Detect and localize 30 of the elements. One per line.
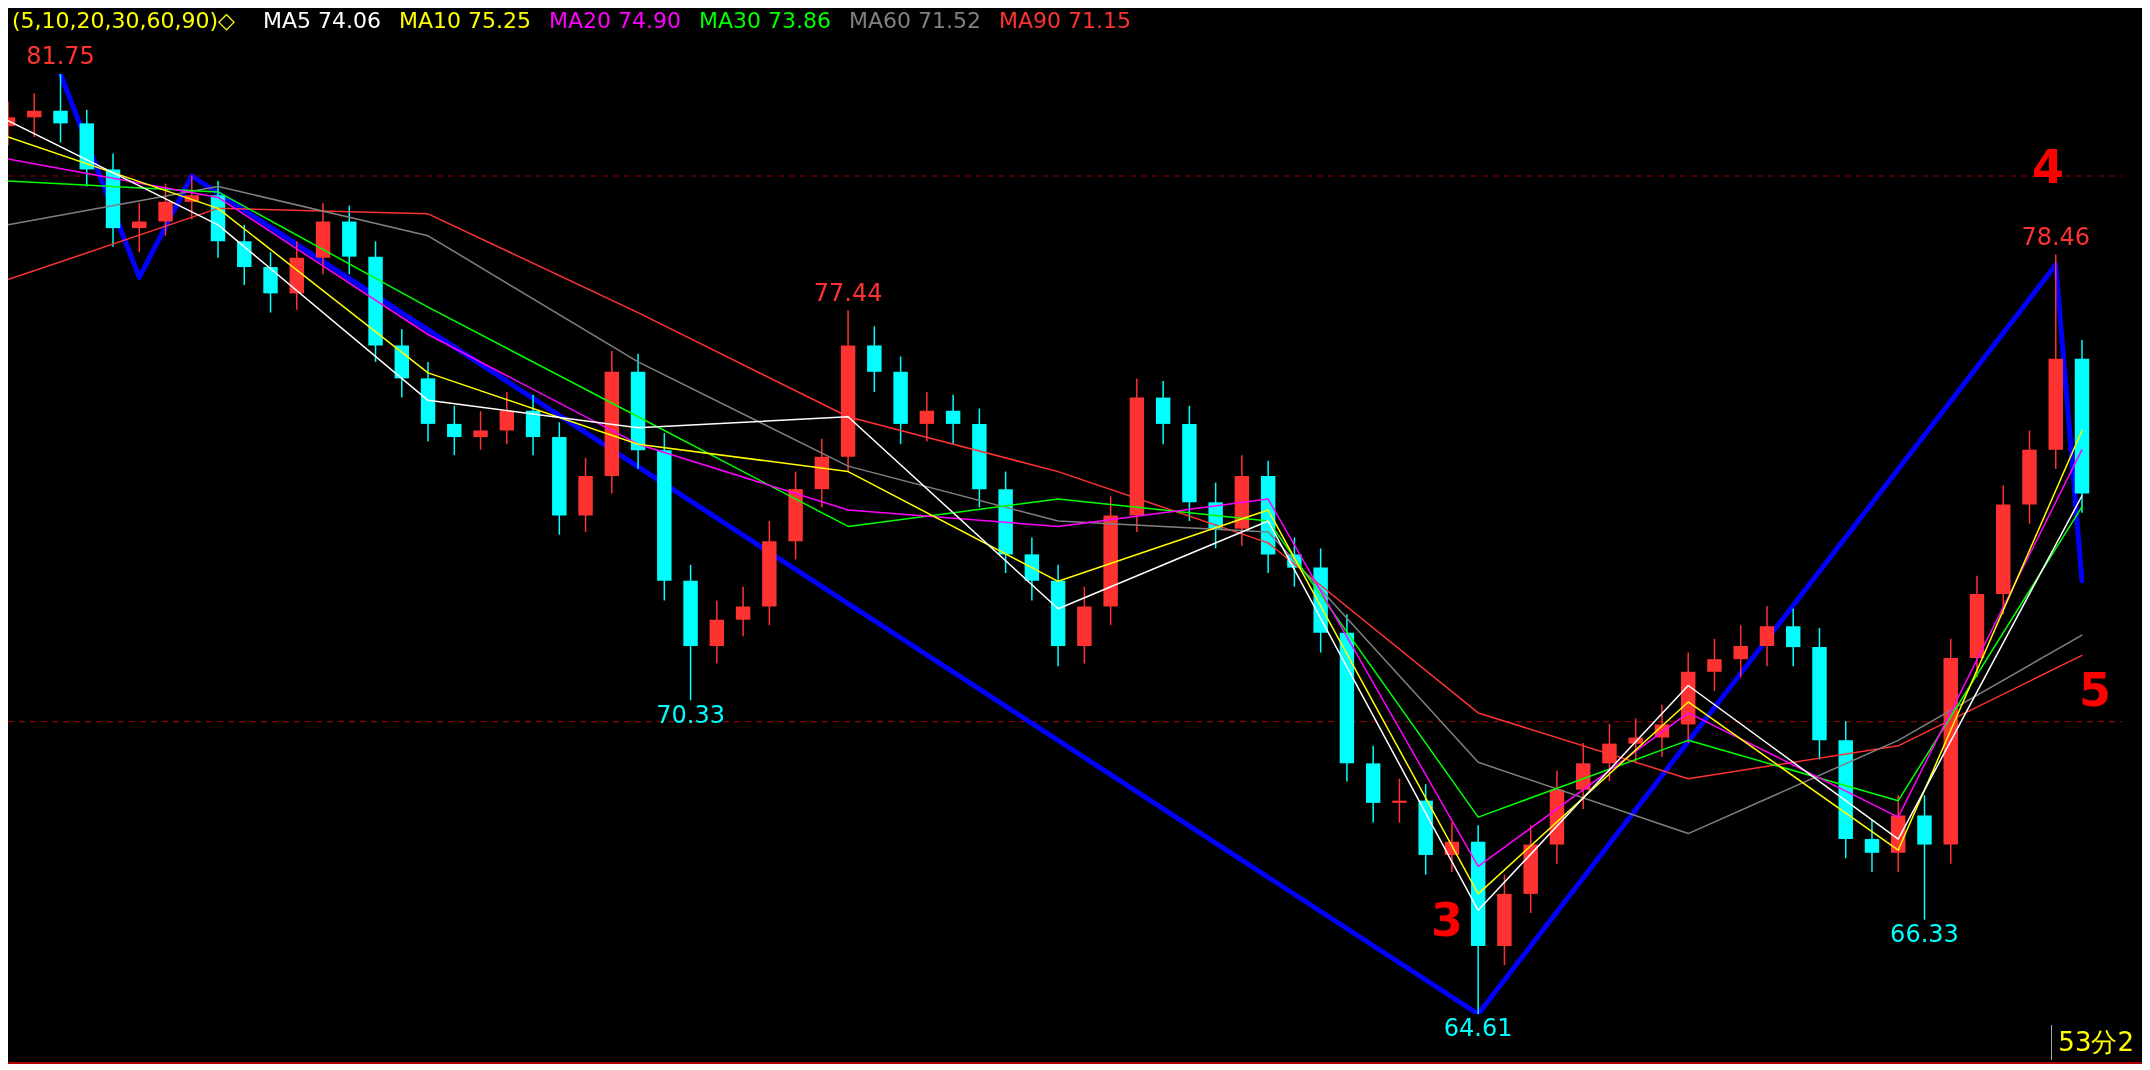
legend-title: (5,10,20,30,60,90)◇ (12, 8, 236, 33)
annotation: 77.44 (813, 278, 883, 307)
annotation: 5 (2079, 663, 2112, 717)
candlestick (1733, 624, 1748, 679)
text: MA30 73.86 (699, 8, 832, 33)
candlestick (447, 405, 462, 456)
candlestick (473, 410, 488, 451)
annotation: 4 (2032, 140, 2065, 194)
annotation: 70.33 (656, 700, 725, 729)
text: 53分2 (2051, 1025, 2134, 1060)
candlestick (1759, 605, 1775, 668)
annotation: 3 (1431, 893, 1464, 947)
candlestick (1786, 607, 1801, 668)
text: MA5 74.06 (263, 8, 382, 33)
candlestick (53, 73, 68, 144)
annotation: 64.61 (1443, 1014, 1513, 1043)
candlestick (919, 391, 935, 443)
annotation: 78.46 (2021, 222, 2091, 251)
candlestick (1707, 638, 1722, 692)
candlestick (735, 586, 751, 637)
text: MA90 71.15 (999, 8, 1132, 33)
candlestick (1392, 777, 1407, 824)
candlestick (945, 394, 961, 445)
annotation: 81.75 (26, 42, 95, 71)
candlestick (499, 391, 515, 445)
text: MA20 74.90 (549, 8, 682, 33)
text: MA60 71.52 (849, 8, 982, 33)
text: MA10 75.25 (399, 8, 532, 33)
annotation: 66.33 (1890, 919, 1959, 948)
candlestick (1864, 819, 1880, 873)
